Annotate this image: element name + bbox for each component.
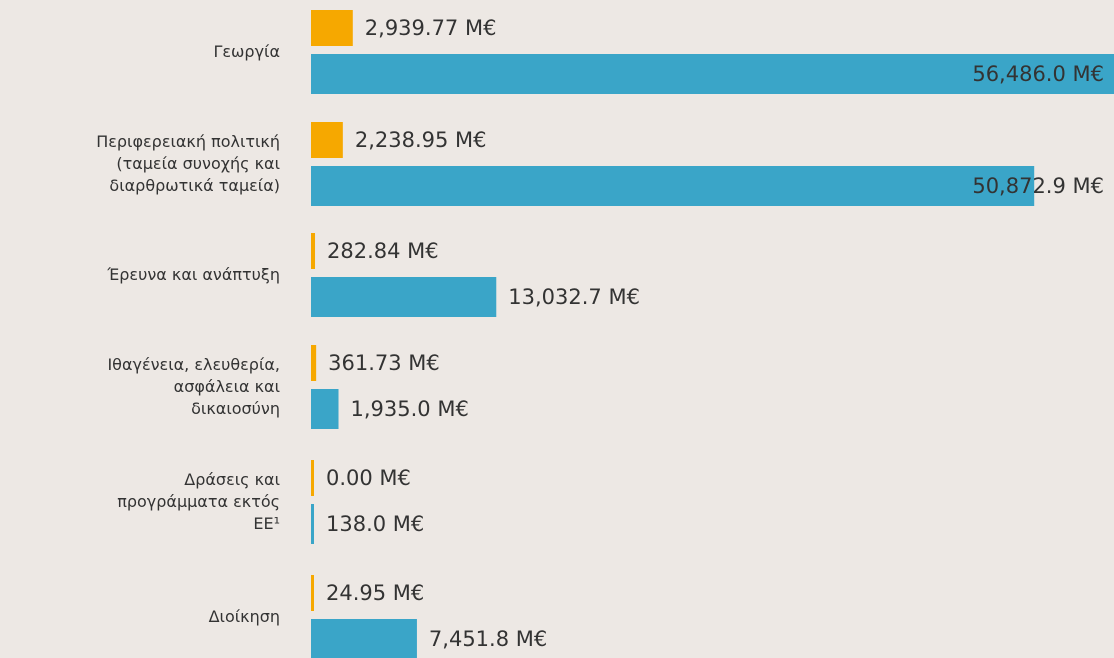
category-label: Περιφερειακή πολιτική (ταμεία συνοχής κα… [96, 132, 280, 195]
bar [311, 122, 343, 158]
category-label: Γεωργία [213, 42, 280, 61]
bar [311, 619, 417, 658]
category-label: Έρευνα και ανάπτυξη [107, 265, 280, 284]
value-label: 0.00 M€ [326, 466, 411, 490]
value-label: 2,238.95 M€ [355, 128, 487, 152]
value-label: 361.73 M€ [328, 351, 440, 375]
value-label: 138.0 M€ [326, 512, 424, 536]
bar [311, 389, 339, 429]
value-label: 1,935.0 M€ [351, 397, 469, 421]
bar [311, 166, 1035, 206]
bar [311, 277, 497, 317]
category-label: Δράσεις και προγράμματα εκτός ΕΕ¹ [117, 470, 280, 533]
value-label: 2,939.77 M€ [365, 16, 497, 40]
value-label: 24.95 M€ [326, 581, 424, 605]
value-label: 13,032.7 M€ [508, 285, 640, 309]
value-label: 50,872.9 M€ [972, 174, 1104, 198]
value-label: 282.84 M€ [327, 239, 439, 263]
category-label: Διοίκηση [208, 607, 280, 626]
bar [311, 460, 314, 496]
value-label: 7,451.8 M€ [429, 627, 547, 651]
bar [311, 10, 353, 46]
bar [311, 54, 1114, 94]
category-label: Ιθαγένεια, ελευθερία, ασφάλεια και δικαι… [107, 355, 280, 418]
bar [311, 345, 317, 381]
value-label: 56,486.0 M€ [972, 62, 1104, 86]
bar [311, 504, 314, 544]
bar [311, 575, 314, 611]
bar [311, 233, 316, 269]
